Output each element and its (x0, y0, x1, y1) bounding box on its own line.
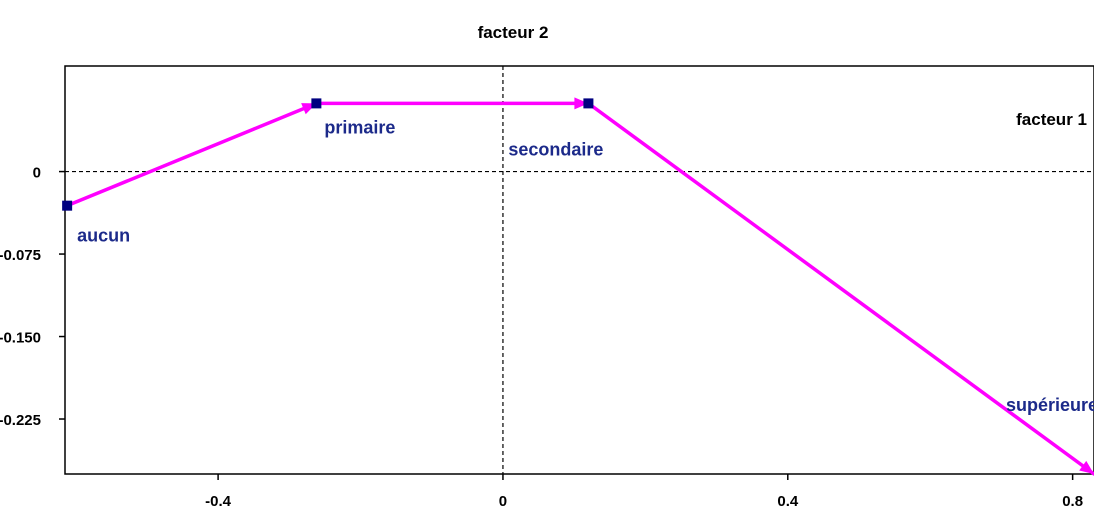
y-tick-label: 0 (33, 165, 41, 182)
data-point-label: primaire (324, 117, 395, 137)
series-segment (586, 101, 1094, 476)
x-tick-label: 0.8 (1062, 493, 1083, 510)
data-point-marker (62, 200, 73, 211)
x-tick-label: 0.4 (777, 493, 799, 510)
x-tick-label: -0.4 (205, 493, 232, 510)
data-point-marker (583, 98, 594, 109)
series-segment (65, 101, 319, 208)
arrow-head (1079, 460, 1094, 474)
plot-frame (64, 65, 1094, 475)
y-tick-label: -0.225 (0, 412, 41, 429)
data-point-label: secondaire (508, 139, 603, 159)
y-tick-label: -0.150 (0, 330, 41, 347)
x-tick-label: 0 (499, 493, 507, 510)
data-point-marker (311, 98, 322, 109)
arrow-head (574, 97, 589, 110)
y-tick-label: -0.075 (0, 247, 41, 264)
x-axis-name: facteur 1 (1016, 110, 1087, 129)
data-point-label: supérieure (1006, 395, 1094, 415)
data-point-label: aucun (77, 226, 130, 246)
y-axis-name: facteur 2 (478, 23, 549, 42)
